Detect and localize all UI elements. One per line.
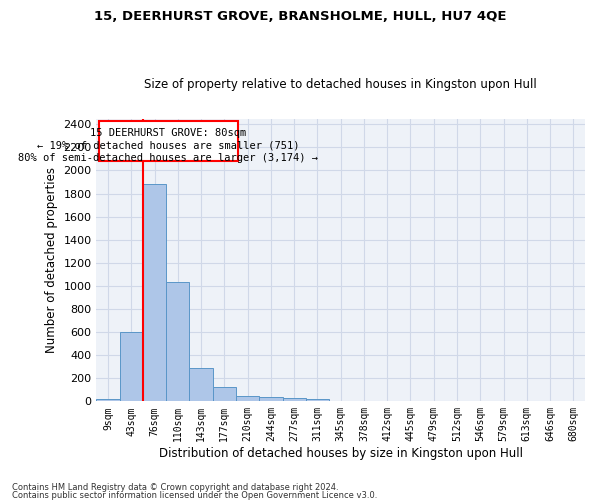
Text: 15, DEERHURST GROVE, BRANSHOLME, HULL, HU7 4QE: 15, DEERHURST GROVE, BRANSHOLME, HULL, H… [94, 10, 506, 23]
Text: 15 DEERHURST GROVE: 80sqm: 15 DEERHURST GROVE: 80sqm [91, 128, 247, 138]
Text: ← 19% of detached houses are smaller (751): ← 19% of detached houses are smaller (75… [37, 140, 300, 150]
Bar [143, 184, 166, 402]
Text: Contains HM Land Registry data © Crown copyright and database right 2024.: Contains HM Land Registry data © Crown c… [12, 484, 338, 492]
Bar [306, 399, 329, 402]
Title: Size of property relative to detached houses in Kingston upon Hull: Size of property relative to detached ho… [145, 78, 537, 91]
X-axis label: Distribution of detached houses by size in Kingston upon Hull: Distribution of detached houses by size … [158, 447, 523, 460]
Text: 80% of semi-detached houses are larger (3,174) →: 80% of semi-detached houses are larger (… [19, 153, 319, 163]
Y-axis label: Number of detached properties: Number of detached properties [44, 167, 58, 353]
Bar [259, 396, 283, 402]
Bar [97, 399, 119, 402]
Bar [190, 368, 213, 402]
Bar [236, 396, 259, 402]
Bar [119, 332, 143, 402]
FancyBboxPatch shape [98, 121, 238, 162]
Bar [166, 282, 190, 402]
Bar [213, 388, 236, 402]
Bar [283, 398, 306, 402]
Text: Contains public sector information licensed under the Open Government Licence v3: Contains public sector information licen… [12, 490, 377, 500]
